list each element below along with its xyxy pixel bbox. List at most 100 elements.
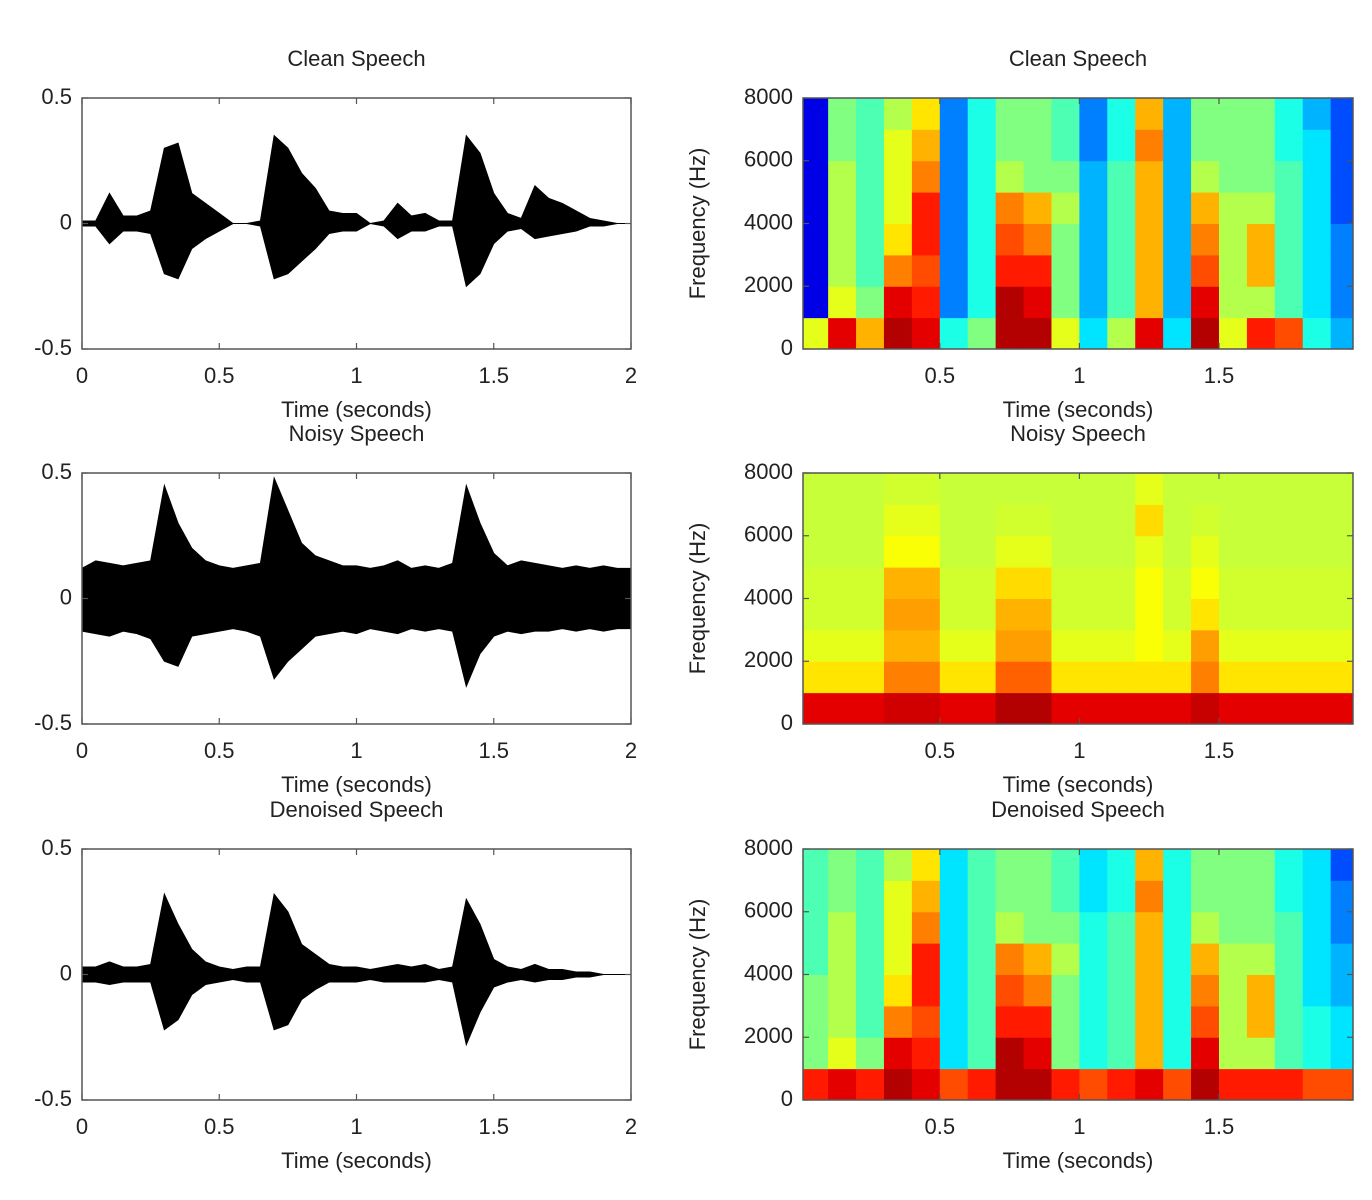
waveform-envelope: [82, 476, 631, 599]
heatmap-cell: [995, 911, 1025, 944]
heatmap-cell: [883, 567, 913, 599]
heatmap-cell: [1051, 317, 1080, 349]
heatmap-cell: [856, 1037, 885, 1070]
heatmap-cell: [995, 1037, 1025, 1070]
heatmap-cell: [883, 160, 913, 193]
heatmap-cell: [828, 254, 857, 287]
y-tick-label: 6000: [744, 147, 793, 172]
y-tick-label: 0: [781, 1086, 793, 1111]
heatmap-cell: [1135, 692, 1164, 724]
heatmap-cell: [1218, 911, 1248, 944]
heatmap-cell: [1163, 98, 1192, 130]
heatmap-cell: [1246, 598, 1276, 631]
heatmap-cell: [1274, 192, 1304, 224]
heatmap-cell: [803, 504, 829, 537]
heatmap-cell: [1191, 223, 1220, 256]
heatmap-cell: [995, 129, 1025, 162]
heatmap-cell: [883, 1005, 913, 1038]
plot-area: [803, 849, 1353, 1100]
heatmap-cell: [1330, 254, 1353, 287]
heatmap-cell: [1274, 629, 1304, 662]
heatmap-cell: [967, 535, 997, 568]
heatmap-cell: [803, 223, 829, 256]
heatmap-cell: [1218, 661, 1248, 694]
heatmap-cell: [967, 286, 997, 319]
heatmap-cell: [1079, 661, 1108, 694]
heatmap-cell: [856, 504, 885, 537]
heatmap-cell: [911, 567, 941, 599]
heatmap-cell: [911, 192, 941, 224]
heatmap-cell: [911, 286, 941, 319]
heatmap-cell: [803, 692, 829, 724]
heatmap-cell: [1079, 1005, 1108, 1038]
heatmap-cell: [939, 98, 969, 130]
heatmap-cell: [939, 286, 969, 319]
heatmap-cell: [939, 1005, 969, 1038]
heatmap-cell: [1218, 692, 1248, 724]
heatmap-cell: [1051, 98, 1080, 130]
x-tick-label: 1: [1073, 363, 1085, 388]
heatmap-cell: [1051, 1037, 1080, 1070]
heatmap-cell: [995, 223, 1025, 256]
heatmap-cell: [1191, 317, 1220, 349]
heatmap-cell: [1023, 129, 1052, 162]
heatmap-cell: [1023, 880, 1052, 913]
heatmap-cell: [1302, 254, 1332, 287]
heatmap-cell: [995, 535, 1025, 568]
heatmap-cell: [1135, 849, 1164, 881]
heatmap-cell: [1330, 160, 1353, 193]
heatmap-cell: [1023, 223, 1052, 256]
heatmap-cell: [856, 129, 885, 162]
heatmap-cell: [883, 223, 913, 256]
heatmap-cell: [995, 286, 1025, 319]
heatmap-cell: [967, 1068, 997, 1100]
heatmap-cell: [1302, 1068, 1332, 1100]
heatmap-cell: [1107, 160, 1136, 193]
heatmap-cell: [828, 849, 857, 881]
heatmap-cell: [1163, 160, 1192, 193]
heatmap-cell: [1274, 598, 1304, 631]
heatmap-cell: [1135, 567, 1164, 599]
heatmap-cell: [1191, 629, 1220, 662]
heatmap-cell: [967, 129, 997, 162]
heatmap-cell: [967, 254, 997, 287]
heatmap-cell: [1330, 692, 1353, 724]
heatmap-cell: [939, 223, 969, 256]
heatmap-cell: [1330, 1037, 1353, 1070]
x-tick-label: 0: [76, 363, 88, 388]
heatmap-cell: [911, 629, 941, 662]
heatmap-cell: [828, 974, 857, 1007]
heatmap-cell: [1302, 598, 1332, 631]
heatmap-cell: [1079, 629, 1108, 662]
heatmap-cell: [911, 1068, 941, 1100]
heatmap-cell: [995, 692, 1025, 724]
y-tick-label: -0.5: [34, 1086, 72, 1111]
heatmap-cell: [1246, 1037, 1276, 1070]
heatmap-cell: [1246, 286, 1276, 319]
heatmap-cell: [1135, 192, 1164, 224]
heatmap-cell: [883, 692, 913, 724]
heatmap-cell: [939, 1037, 969, 1070]
heatmap-cell: [967, 567, 997, 599]
heatmap-cell: [1218, 535, 1248, 568]
heatmap-cell: [1135, 286, 1164, 319]
heatmap-cell: [1330, 192, 1353, 224]
heatmap-cell: [856, 943, 885, 975]
heatmap-cell: [1191, 598, 1220, 631]
heatmap-cell: [1274, 129, 1304, 162]
heatmap-cell: [828, 598, 857, 631]
heatmap-cell: [828, 98, 857, 130]
heatmap-cell: [883, 1037, 913, 1070]
heatmap-cell: [1079, 849, 1108, 881]
heatmap-cell: [1163, 598, 1192, 631]
heatmap-cell: [967, 223, 997, 256]
heatmap-cell: [1302, 880, 1332, 913]
heatmap-cell: [1079, 911, 1108, 944]
heatmap-cell: [1135, 1068, 1164, 1100]
heatmap-cell: [911, 692, 941, 724]
heatmap-cell: [883, 192, 913, 224]
heatmap-cell: [1218, 880, 1248, 913]
x-tick-label: 2: [625, 738, 637, 763]
heatmap-cell: [1079, 160, 1108, 193]
heatmap-cell: [1218, 567, 1248, 599]
